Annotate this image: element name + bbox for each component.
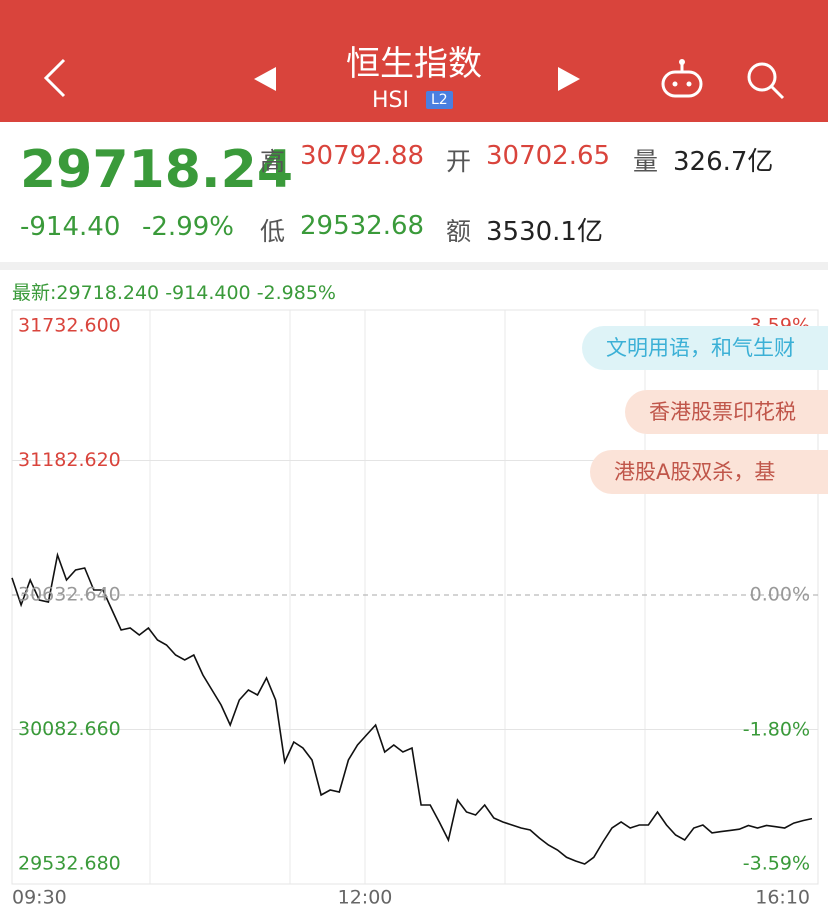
y2-tick-label: 0.00% — [750, 584, 810, 606]
latest-change: -914.400 — [165, 282, 251, 304]
stat-label: 高 — [260, 147, 286, 176]
stat-value: 29532.68 — [300, 211, 425, 241]
change-pct: -2.99% — [142, 212, 234, 242]
code: HSI — [372, 88, 409, 113]
danmaku: 文明用语，和气生财 — [582, 326, 828, 370]
y2-tick-label: -1.80% — [743, 718, 810, 740]
next-button[interactable] — [556, 66, 582, 92]
plot-border — [11, 309, 819, 885]
header: 恒生指数 HSI L2 — [0, 0, 828, 122]
danmaku: 香港股票印花税 — [625, 390, 828, 434]
latest-price: 最新:29718.240 — [12, 282, 160, 304]
x-tick-label: 16:10 — [755, 887, 810, 909]
y-tick-label: 30082.660 — [18, 718, 121, 740]
price: 29718.24 — [20, 140, 294, 200]
prev-button[interactable] — [252, 66, 278, 92]
y2-tick-label: -3.59% — [743, 853, 810, 875]
stat-label: 开 — [446, 147, 472, 176]
stat-label: 量 — [633, 147, 659, 176]
v-grid — [149, 310, 646, 884]
y-tick-label: 30632.640 — [18, 584, 121, 606]
stat-value: 30702.65 — [486, 141, 611, 171]
latest: 最新:29718.240 -914.400 -2.985% — [12, 278, 336, 305]
danmaku: 港股A股双杀，基 — [590, 450, 828, 494]
y-tick-label: 31732.600 — [18, 315, 121, 337]
search-icon[interactable] — [745, 60, 787, 102]
stat-value: 30792.88 — [300, 141, 425, 171]
robot-icon[interactable] — [660, 58, 704, 100]
y-tick-label: 31182.620 — [18, 449, 121, 471]
x-tick-label: 09:30 — [12, 887, 67, 909]
badge: L2 — [426, 91, 453, 109]
x-tick-label: 12:00 — [338, 887, 393, 909]
stat-label: 额 — [446, 217, 472, 246]
back-button[interactable] — [40, 58, 70, 98]
divider — [0, 262, 828, 270]
price-line — [11, 551, 813, 865]
change: -914.40 — [20, 212, 121, 242]
stat-value: 326.7亿 — [673, 147, 774, 177]
stat-value: 3530.1亿 — [486, 217, 603, 247]
y-tick-label: 29532.680 — [18, 853, 121, 875]
title: 恒生指数 — [346, 44, 482, 84]
latest-pct: -2.985% — [256, 282, 336, 304]
stat-label: 低 — [260, 217, 286, 246]
